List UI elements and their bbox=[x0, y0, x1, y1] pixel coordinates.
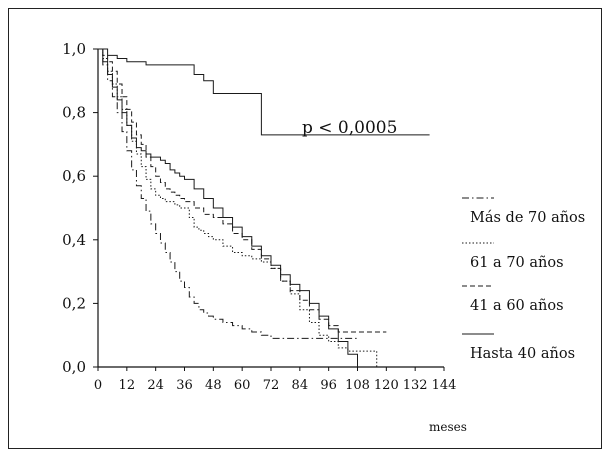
x-tick-label: 120 bbox=[374, 378, 399, 393]
legend-label-2: 41 a 60 años bbox=[470, 298, 564, 314]
x-tick-label: 96 bbox=[320, 378, 337, 393]
x-tick-label: 0 bbox=[94, 378, 102, 393]
x-tick-label: 60 bbox=[234, 378, 251, 393]
series-line-0 bbox=[98, 48, 358, 339]
legend-label-3: Hasta 40 años bbox=[470, 346, 575, 362]
y-tick-label: 0,6 bbox=[62, 167, 86, 185]
p-value-annotation: p < 0,0005 bbox=[302, 118, 397, 138]
x-tick-label: 84 bbox=[292, 378, 309, 393]
series-line-2 bbox=[98, 48, 387, 333]
x-tick-label: 144 bbox=[432, 378, 457, 393]
x-tick-label: 108 bbox=[345, 378, 370, 393]
x-tick-label: 48 bbox=[205, 378, 222, 393]
y-tick-label: 0,2 bbox=[62, 294, 86, 312]
y-tick-label: 0,8 bbox=[62, 104, 86, 122]
series-line-4 bbox=[98, 48, 358, 367]
x-tick-label: 36 bbox=[176, 378, 193, 393]
y-tick-label: 0,4 bbox=[62, 231, 86, 249]
x-axis-label: meses bbox=[429, 420, 467, 434]
y-tick-label: 0,0 bbox=[62, 358, 86, 376]
legend-label-0: Más de 70 años bbox=[470, 210, 585, 226]
x-tick-label: 12 bbox=[119, 378, 136, 393]
legend-label-1: 61 a 70 años bbox=[470, 255, 564, 271]
chart-frame bbox=[8, 8, 602, 449]
x-tick-label: 24 bbox=[147, 378, 164, 393]
x-tick-label: 132 bbox=[403, 378, 428, 393]
series-line-3 bbox=[98, 48, 430, 136]
x-tick-label: 72 bbox=[263, 378, 280, 393]
y-tick-label: 1,0 bbox=[62, 40, 86, 58]
series-line-1 bbox=[98, 48, 378, 367]
